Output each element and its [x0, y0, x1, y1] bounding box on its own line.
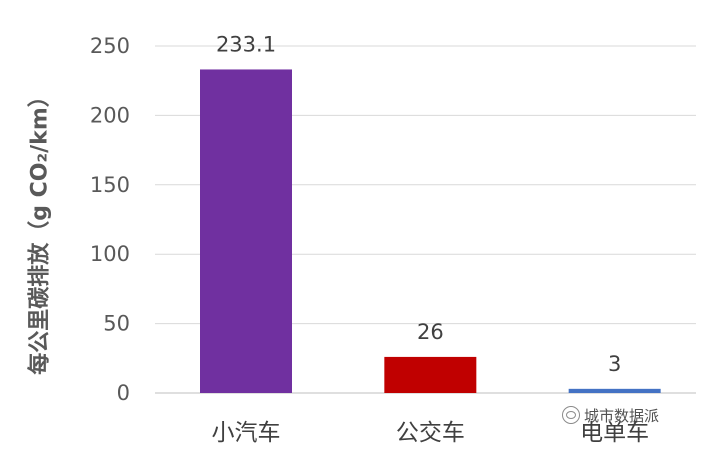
bar-value-label: 26	[417, 320, 444, 344]
bar-value-labels: 233.1 26 3	[216, 32, 621, 375]
watermark-text: 城市数据派	[584, 406, 660, 425]
bar-value-label: 233.1	[216, 32, 276, 56]
bar-3	[568, 388, 661, 393]
y-axis-label-box: 每公里碳排放（g CO₂/km）	[8, 70, 68, 390]
bars	[200, 69, 661, 393]
y-tick-label: 50	[103, 312, 130, 336]
y-tick-label: 0	[117, 381, 130, 405]
y-tick-label: 100	[90, 242, 130, 266]
bar-value-label: 3	[608, 352, 621, 376]
watermark: 城市数据派	[562, 404, 659, 426]
y-tick-label: 250	[90, 34, 130, 58]
y-tick-label: 150	[90, 173, 130, 197]
bar-1	[200, 69, 292, 393]
y-axis-label: 每公里碳排放（g CO₂/km）	[28, 85, 54, 375]
x-axis-categories: 小汽车 公交车 电单车	[212, 420, 650, 446]
x-category-label: 电单车	[580, 420, 649, 446]
x-category-label: 公交车	[396, 420, 465, 446]
x-category-label: 小汽车	[212, 420, 281, 446]
y-axis-ticks: 0 50 100 150 200 250	[90, 34, 130, 405]
y-tick-label: 200	[90, 103, 130, 127]
bar-2	[384, 356, 477, 393]
wechat-icon	[562, 406, 580, 424]
